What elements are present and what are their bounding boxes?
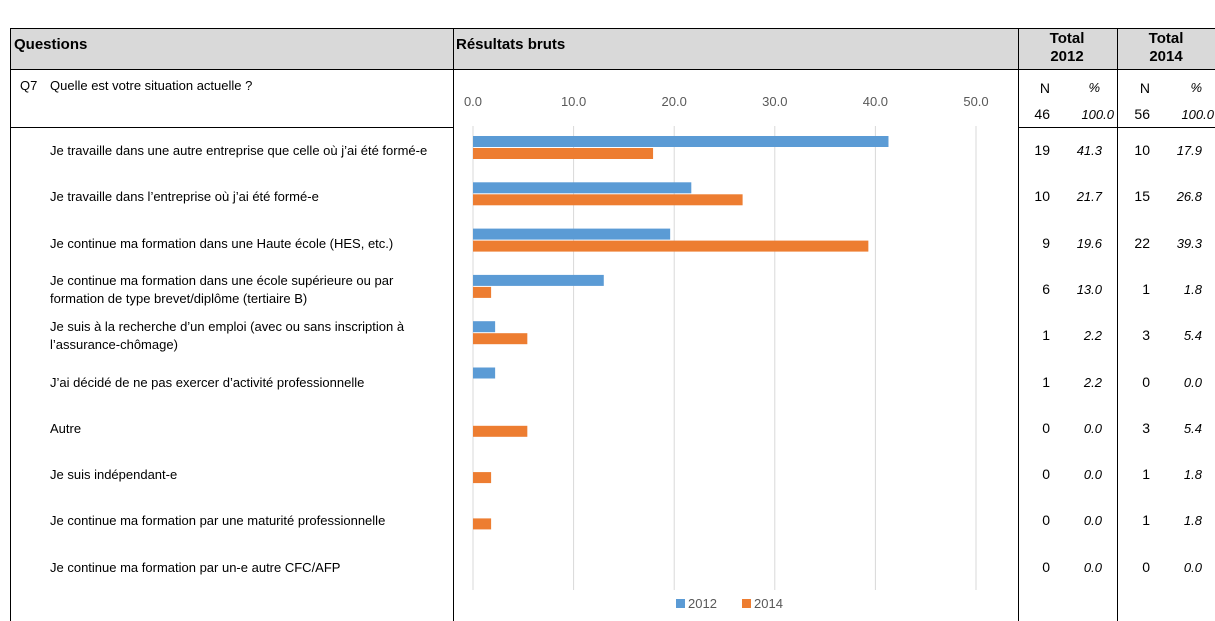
n-2014: 1 — [1142, 466, 1150, 483]
answer-label: Je continue ma formation dans une Haute … — [50, 235, 394, 251]
header-results: Résultats bruts — [456, 36, 566, 53]
pct-2014: 0.0 — [1183, 374, 1202, 390]
header-questions: Questions — [14, 36, 88, 53]
bar — [473, 148, 654, 159]
answer-label: Autre — [50, 420, 82, 436]
legend-swatch — [742, 599, 751, 608]
pct-2014: 1.8 — [1183, 467, 1202, 483]
question: Quelle est votre situation actuelle ? — [50, 78, 253, 93]
n-2014: 0 — [1142, 373, 1150, 390]
pct-2014: 5.4 — [1183, 420, 1202, 436]
answer-label: Je suis à la recherche d’un emploi (avec… — [50, 319, 405, 353]
pct-2012: 0.0 — [1083, 420, 1102, 436]
border — [453, 28, 454, 621]
n-2012: 0 — [1042, 466, 1050, 483]
answer-label: Je continue ma formation dans une école … — [50, 272, 394, 306]
pct-2014: 0.0 — [1183, 559, 1202, 575]
n-2012: 0 — [1042, 512, 1050, 529]
bar — [473, 286, 492, 298]
pct-2012: 0.0 — [1083, 513, 1102, 529]
pct-2014: 1.8 — [1183, 281, 1202, 297]
n-2012: 6 — [1042, 280, 1050, 297]
total-n: 56 — [1134, 106, 1150, 122]
total-pct: 100.0 — [1081, 107, 1114, 122]
bar — [473, 182, 692, 194]
n-2014: 1 — [1142, 280, 1150, 297]
border — [1018, 127, 1215, 128]
bar — [473, 240, 869, 252]
header-row — [10, 28, 1215, 70]
pct-2012: 2.2 — [1083, 328, 1102, 344]
n-2014: 3 — [1142, 327, 1150, 344]
border — [10, 28, 11, 621]
header-total-2012: Total 2012 — [1049, 30, 1085, 65]
x-tick-label: 50.0 — [963, 94, 988, 109]
n-2012: 10 — [1034, 188, 1050, 205]
total-pct: 100.0 — [1181, 107, 1214, 122]
n-2012: 9 — [1042, 234, 1050, 251]
answer-label: Je travaille dans une autre entreprise q… — [50, 143, 428, 158]
n-2014: 22 — [1134, 234, 1150, 251]
bar — [473, 136, 889, 147]
answer-label: Je continue ma formation par un-e autre … — [50, 559, 341, 575]
pct-2012: 21.7 — [1076, 189, 1102, 205]
border — [1018, 28, 1019, 621]
pct-2012: 13.0 — [1076, 281, 1102, 297]
bar — [473, 472, 492, 484]
header-total-2014: Total 2014 — [1148, 30, 1184, 65]
answer-label: Je suis indépendant-e — [50, 467, 178, 483]
pct-2014: 17.9 — [1176, 143, 1202, 158]
n-2014: 10 — [1134, 142, 1150, 158]
answer-label: Je travaille dans l’entreprise où j’ai é… — [50, 189, 319, 205]
border — [10, 127, 453, 128]
col-pct: % — [1190, 80, 1202, 95]
col-n: N — [1039, 80, 1050, 96]
pct-2014: 5.4 — [1183, 328, 1202, 344]
pct-2014: 26.8 — [1176, 189, 1202, 205]
x-tick-label: 30.0 — [762, 94, 787, 109]
pct-2014: 1.8 — [1183, 513, 1202, 529]
pct-2012: 19.6 — [1076, 235, 1102, 251]
bar — [473, 194, 743, 206]
col-n: N — [1139, 80, 1150, 96]
legend-swatch — [676, 599, 685, 608]
bar — [473, 518, 492, 530]
pct-2012: 0.0 — [1083, 467, 1102, 483]
col-pct: % — [1088, 80, 1100, 95]
pct-2012: 0.0 — [1083, 559, 1102, 575]
x-tick-label: 0.0 — [464, 94, 482, 109]
border — [1117, 28, 1118, 621]
x-tick-label: 10.0 — [561, 94, 586, 109]
bar — [473, 425, 528, 437]
bar — [473, 321, 496, 333]
n-2014: 15 — [1134, 188, 1150, 205]
pct-2014: 39.3 — [1176, 235, 1202, 251]
n-2014: 0 — [1142, 558, 1150, 575]
legend-label: 2012 — [688, 596, 717, 611]
answer-label: J’ai décidé de ne pas exercer d’activité… — [50, 374, 365, 390]
pct-2012: 2.2 — [1083, 374, 1102, 390]
n-2014: 1 — [1142, 512, 1150, 529]
bar — [473, 333, 528, 345]
question-id: Q7 — [20, 78, 38, 93]
n-2012: 1 — [1042, 327, 1050, 344]
bar — [473, 367, 496, 379]
x-tick-label: 20.0 — [662, 94, 687, 109]
n-2012: 1 — [1042, 373, 1050, 390]
bar — [473, 228, 671, 240]
pct-2012: 41.3 — [1076, 143, 1102, 158]
n-2012: 0 — [1042, 419, 1050, 436]
answer-label: Je continue ma formation par une maturit… — [50, 513, 386, 529]
n-2012: 19 — [1034, 142, 1050, 158]
n-2014: 3 — [1142, 419, 1150, 436]
n-2012: 0 — [1042, 558, 1050, 575]
total-n: 46 — [1034, 106, 1050, 122]
legend-label: 2014 — [754, 596, 783, 611]
bar — [473, 274, 604, 286]
x-tick-label: 40.0 — [863, 94, 888, 109]
chart: 0.0 10.0 20.0 30.0 40.0 50.0 2012 2014 — [464, 94, 989, 611]
